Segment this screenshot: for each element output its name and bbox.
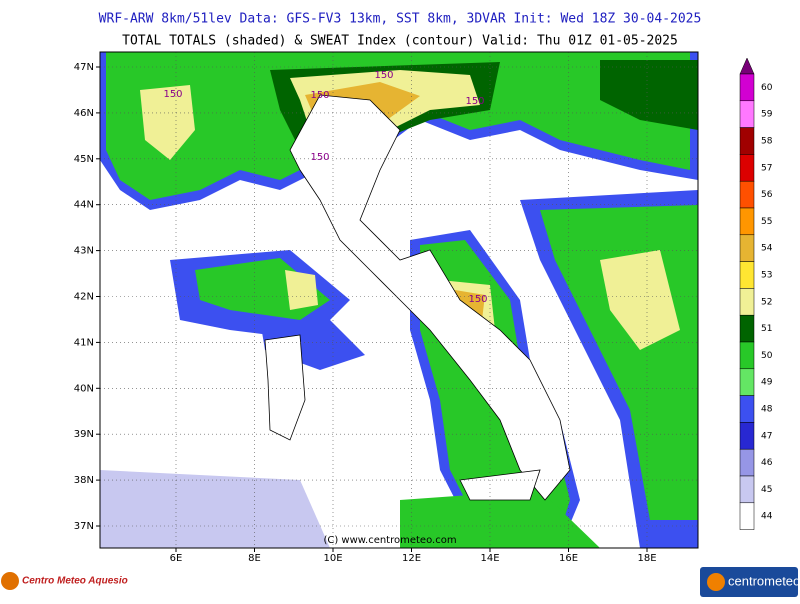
lat-label: 38N bbox=[74, 475, 94, 486]
lat-label: 46N bbox=[74, 108, 94, 119]
colorbar-label: 50 bbox=[761, 351, 773, 361]
colorbar-label: 51 bbox=[761, 324, 772, 334]
colorbar-label: 47 bbox=[761, 431, 772, 441]
lon-label: 6E bbox=[170, 553, 183, 564]
colorbar-label: 58 bbox=[761, 137, 773, 147]
lon-label: 14E bbox=[480, 553, 499, 564]
colorbar-label: 44 bbox=[761, 512, 773, 522]
colorbar-arrow bbox=[739, 57, 755, 75]
right-logo-text: centrometeo bbox=[728, 573, 800, 588]
left-logo-text: Centro Meteo Aquesio bbox=[22, 576, 128, 587]
lat-label: 47N bbox=[74, 62, 94, 73]
colorbar-label: 49 bbox=[761, 378, 773, 388]
colorbar-label: 57 bbox=[761, 163, 772, 173]
colorbar-swatch bbox=[739, 448, 755, 477]
contour-label: 150 bbox=[310, 90, 329, 101]
colorbar-label: 55 bbox=[761, 217, 772, 227]
colorbar-label: 45 bbox=[761, 485, 772, 495]
colorbar-label: 59 bbox=[761, 110, 773, 120]
colorbar-swatch bbox=[739, 261, 755, 289]
lat-label: 45N bbox=[74, 154, 94, 165]
contour-label: 150 bbox=[163, 89, 182, 100]
lon-label: 8E bbox=[248, 553, 261, 564]
colorbar: 60 59 58 57 56 55 54 53 52 51 50 49 48 47 46 45 44 bbox=[739, 57, 773, 530]
colorbar-swatch bbox=[739, 475, 755, 504]
lat-label: 42N bbox=[74, 292, 94, 303]
colorbar-label: 48 bbox=[761, 405, 773, 415]
colorbar-swatch bbox=[739, 314, 755, 343]
contour-label: 150 bbox=[468, 294, 487, 305]
lat-label: 44N bbox=[74, 200, 94, 211]
colorbar-swatch bbox=[739, 341, 755, 370]
colorbar-label: 56 bbox=[761, 190, 773, 200]
lat-label: 40N bbox=[74, 383, 94, 394]
right-logo: centrometeo bbox=[700, 567, 800, 597]
colorbar-label: 52 bbox=[761, 297, 772, 307]
map: (C) www.centrometeo.com 47N 46N 45N 44N 43N 4… bbox=[74, 51, 699, 564]
lon-label: 18E bbox=[637, 553, 656, 564]
contour-label: 150 bbox=[374, 70, 393, 81]
colorbar-label: 53 bbox=[761, 271, 772, 281]
colorbar-swatch bbox=[739, 234, 755, 262]
colorbar-swatch bbox=[739, 368, 755, 396]
lon-label: 16E bbox=[559, 553, 578, 564]
lon-label: 12E bbox=[402, 553, 421, 564]
lon-label: 10E bbox=[323, 553, 342, 564]
colorbar-swatch bbox=[739, 127, 755, 155]
map-frame bbox=[99, 51, 699, 549]
colorbar-label: 46 bbox=[761, 458, 773, 468]
colorbar-swatch bbox=[739, 422, 755, 450]
colorbar-swatch bbox=[739, 100, 755, 128]
contour-label: 150 bbox=[465, 96, 484, 107]
colorbar-swatch bbox=[739, 154, 755, 182]
colorbar-label: 60 bbox=[761, 83, 773, 93]
credit: (C) www.centrometeo.com bbox=[323, 535, 456, 546]
colorbar-swatch bbox=[739, 395, 755, 423]
lat-label: 43N bbox=[74, 246, 94, 257]
colorbar-swatch bbox=[739, 180, 755, 209]
lat-label: 41N bbox=[74, 337, 94, 348]
colorbar-swatch bbox=[739, 502, 755, 530]
colorbar-swatch bbox=[739, 73, 755, 102]
lat-label: 39N bbox=[74, 429, 94, 440]
header-line1: WRF-ARW 8km/51lev Data: GFS-FV3 13km, SS… bbox=[99, 12, 702, 27]
shading bbox=[100, 52, 698, 548]
lat-label: 37N bbox=[74, 521, 94, 532]
header-line2: TOTAL TOTALS (shaded) & SWEAT Index (con… bbox=[122, 34, 678, 49]
colorbar-label: 54 bbox=[761, 244, 773, 254]
left-logo: Centro Meteo Aquesio bbox=[1, 572, 128, 590]
contour-label: 150 bbox=[310, 152, 329, 163]
colorbar-swatch bbox=[739, 288, 755, 316]
colorbar-swatch bbox=[739, 207, 755, 236]
